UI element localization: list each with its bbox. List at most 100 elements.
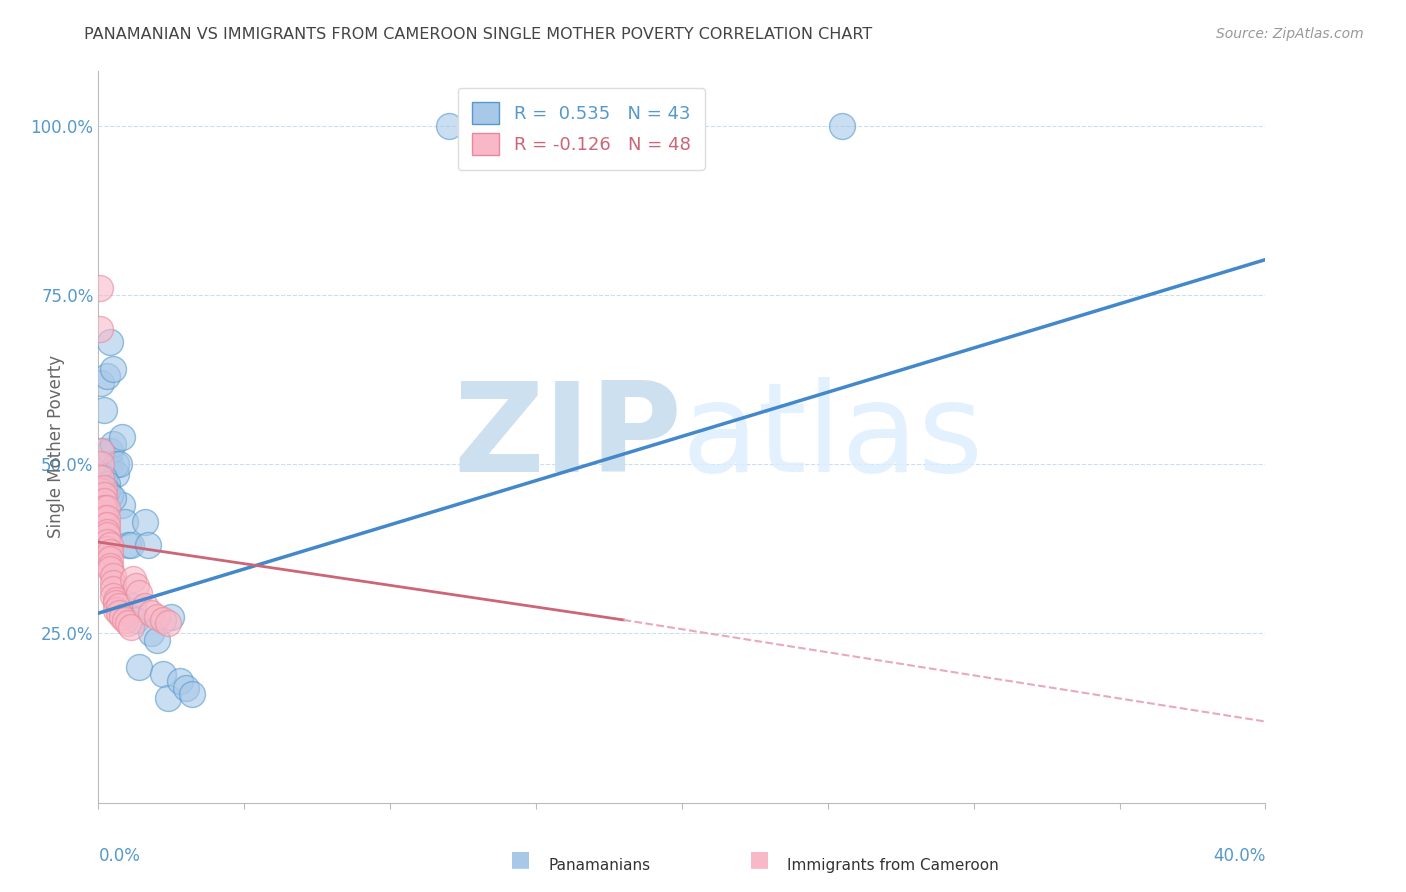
- Point: [831, 119, 853, 133]
- Point: [101, 575, 124, 590]
- Point: [89, 281, 111, 295]
- Point: [93, 471, 115, 485]
- Point: [180, 688, 202, 702]
- Point: [510, 119, 533, 133]
- Point: [114, 515, 136, 529]
- Point: [152, 667, 174, 681]
- Legend: R =  0.535   N = 43, R = -0.126   N = 48: R = 0.535 N = 43, R = -0.126 N = 48: [457, 87, 704, 169]
- Point: [104, 467, 127, 482]
- Point: [160, 609, 183, 624]
- Point: [98, 552, 121, 566]
- Point: [93, 481, 115, 495]
- Point: [134, 599, 156, 614]
- Point: [139, 606, 162, 620]
- Point: [90, 443, 112, 458]
- Point: [96, 457, 118, 471]
- Point: [114, 613, 136, 627]
- Text: Immigrants from Cameroon: Immigrants from Cameroon: [787, 858, 1000, 872]
- Point: [96, 528, 118, 542]
- Point: [139, 626, 162, 640]
- Point: [98, 558, 121, 573]
- Point: [146, 633, 169, 648]
- Point: [125, 579, 148, 593]
- Point: [128, 586, 150, 600]
- Text: ■: ■: [749, 849, 769, 869]
- Point: [111, 609, 134, 624]
- Point: [96, 484, 118, 499]
- Point: [108, 599, 131, 614]
- Point: [108, 457, 131, 471]
- Point: [98, 538, 121, 552]
- Point: [93, 488, 115, 502]
- Text: Source: ZipAtlas.com: Source: ZipAtlas.com: [1216, 27, 1364, 41]
- Point: [93, 494, 115, 508]
- Point: [98, 443, 121, 458]
- Point: [90, 471, 112, 485]
- Point: [101, 491, 124, 505]
- Point: [104, 603, 127, 617]
- Point: [101, 362, 124, 376]
- Point: [96, 511, 118, 525]
- Point: [122, 572, 145, 586]
- Point: [98, 545, 121, 559]
- Point: [98, 457, 121, 471]
- Point: [90, 471, 112, 485]
- Point: [152, 613, 174, 627]
- Point: [157, 690, 180, 705]
- Text: ■: ■: [510, 849, 530, 869]
- Point: [96, 369, 118, 384]
- Point: [146, 609, 169, 624]
- Point: [117, 538, 139, 552]
- Point: [101, 582, 124, 597]
- Point: [540, 119, 562, 133]
- Point: [96, 552, 118, 566]
- Point: [96, 524, 118, 539]
- Point: [93, 518, 115, 533]
- Text: Single Mother Poverty: Single Mother Poverty: [48, 354, 65, 538]
- Point: [93, 403, 115, 417]
- Point: [101, 437, 124, 451]
- Text: PANAMANIAN VS IMMIGRANTS FROM CAMEROON SINGLE MOTHER POVERTY CORRELATION CHART: PANAMANIAN VS IMMIGRANTS FROM CAMEROON S…: [84, 27, 873, 42]
- Point: [96, 518, 118, 533]
- Point: [122, 599, 145, 614]
- Point: [101, 569, 124, 583]
- Point: [98, 562, 121, 576]
- Point: [98, 488, 121, 502]
- Point: [93, 511, 115, 525]
- Point: [437, 119, 460, 133]
- Point: [125, 613, 148, 627]
- Point: [90, 498, 112, 512]
- Point: [128, 660, 150, 674]
- Point: [174, 681, 197, 695]
- Point: [96, 535, 118, 549]
- Point: [101, 589, 124, 603]
- Text: ZIP: ZIP: [453, 376, 682, 498]
- Point: [157, 616, 180, 631]
- Point: [90, 457, 112, 471]
- Point: [111, 430, 134, 444]
- Point: [96, 541, 118, 556]
- Point: [96, 477, 118, 491]
- Text: 40.0%: 40.0%: [1213, 847, 1265, 864]
- Point: [136, 538, 159, 552]
- Point: [104, 457, 127, 471]
- Point: [90, 484, 112, 499]
- Point: [120, 538, 142, 552]
- Point: [90, 376, 112, 390]
- Point: [120, 620, 142, 634]
- Point: [108, 606, 131, 620]
- Point: [89, 322, 111, 336]
- Point: [96, 501, 118, 516]
- Point: [104, 592, 127, 607]
- Point: [169, 673, 191, 688]
- Point: [90, 443, 112, 458]
- Point: [134, 515, 156, 529]
- Point: [627, 119, 650, 133]
- Point: [104, 596, 127, 610]
- Text: 0.0%: 0.0%: [98, 847, 141, 864]
- Point: [93, 501, 115, 516]
- Point: [111, 498, 134, 512]
- Point: [117, 616, 139, 631]
- Text: atlas: atlas: [682, 376, 984, 498]
- Text: Panamanians: Panamanians: [548, 858, 651, 872]
